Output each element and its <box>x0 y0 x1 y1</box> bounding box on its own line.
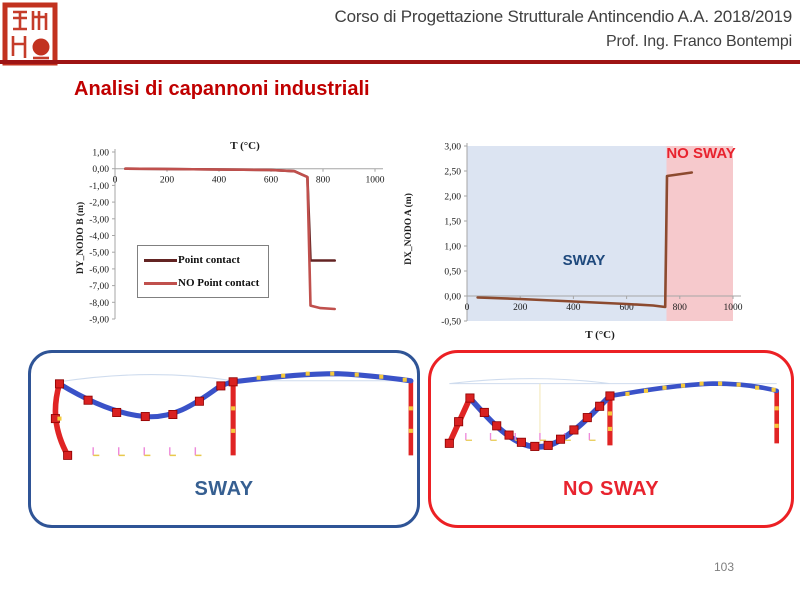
svg-text:400: 400 <box>212 176 227 186</box>
header-rule <box>0 60 800 64</box>
legend-entry-point-contact: Point contact <box>144 254 262 266</box>
chart-dx-nodo-a: 3,00 2,50 2,00 1,50 1,00 0,50 0,00 -0,50 0 200 400… <box>403 136 771 344</box>
legend-entry-no-point-contact: NO Point contact <box>144 277 262 289</box>
svg-text:-6,00: -6,00 <box>89 265 109 275</box>
svg-text:NO SWAY: NO SWAY <box>666 145 735 162</box>
panel-no-sway-label: NO SWAY <box>562 478 660 500</box>
seal-logo <box>2 2 58 66</box>
node-markers <box>50 377 238 460</box>
svg-text:SWAY: SWAY <box>563 252 606 269</box>
no-sway-frame-diagram <box>444 378 780 451</box>
chart-legend: Point contact NO Point contact <box>137 245 269 298</box>
svg-text:T (°C): T (°C) <box>585 329 615 341</box>
svg-text:-9,00: -9,00 <box>89 316 109 326</box>
legend-swatch-point-contact <box>144 258 177 262</box>
panel-no-sway: NO SWAY <box>428 350 794 528</box>
professor-name: Prof. Ing. Franco Bontempi <box>605 32 792 50</box>
svg-text:-5,00: -5,00 <box>89 249 109 259</box>
deformed-beam-right-span <box>607 381 780 399</box>
deformed-beam <box>56 371 414 420</box>
svg-text:1,00: 1,00 <box>444 243 461 253</box>
svg-text:2,00: 2,00 <box>444 193 461 203</box>
chart-dy-nodo-b: 1,00 0,00 -1,00 -2,00 -3,00 -4,00 -5,00 -6,00 -7… <box>75 138 395 338</box>
svg-text:2,50: 2,50 <box>444 168 461 178</box>
svg-text:T (°C): T (°C) <box>230 140 260 152</box>
svg-text:-1,00: -1,00 <box>89 182 109 192</box>
svg-text:-0,50: -0,50 <box>441 318 461 328</box>
svg-text:3,00: 3,00 <box>444 143 461 153</box>
minor-node-markers <box>57 371 413 433</box>
sway-frame-diagram <box>50 371 414 460</box>
svg-text:-8,00: -8,00 <box>89 299 109 309</box>
svg-text:400: 400 <box>566 303 581 313</box>
svg-text:0,50: 0,50 <box>444 268 461 278</box>
svg-text:200: 200 <box>160 176 175 186</box>
node-markers <box>444 391 615 451</box>
slide-title: Analisi di capannoni industriali <box>74 78 370 100</box>
legend-label-no-point-contact: NO Point contact <box>178 277 260 289</box>
svg-text:-7,00: -7,00 <box>89 282 109 292</box>
svg-text:DY_NODO B (m): DY_NODO B (m) <box>75 202 86 274</box>
svg-text:1000: 1000 <box>724 303 743 313</box>
svg-text:-2,00: -2,00 <box>89 199 109 209</box>
course-title: Corso di Progettazione Strutturale Antin… <box>334 7 793 26</box>
svg-text:0,00: 0,00 <box>92 165 109 175</box>
seal-dot <box>32 38 50 56</box>
page-number: 103 <box>713 560 734 574</box>
svg-text:1,50: 1,50 <box>444 218 461 228</box>
svg-text:600: 600 <box>264 176 279 186</box>
legend-label-point-contact: Point contact <box>178 254 241 266</box>
svg-text:0: 0 <box>113 176 118 186</box>
svg-text:1,00: 1,00 <box>92 149 109 159</box>
svg-text:-4,00: -4,00 <box>89 232 109 242</box>
svg-text:1000: 1000 <box>366 176 385 186</box>
svg-text:0: 0 <box>465 303 470 313</box>
svg-text:800: 800 <box>673 303 688 313</box>
svg-text:DX_NODO A (m): DX_NODO A (m) <box>403 193 414 265</box>
minor-node-markers <box>607 381 779 431</box>
support-marks <box>92 447 202 457</box>
panel-sway: SWAY <box>28 350 420 528</box>
chart-dx-nodo-a-plot: 3,00 2,50 2,00 1,50 1,00 0,50 0,00 -0,50 0 200 400… <box>403 143 743 342</box>
svg-text:800: 800 <box>316 176 331 186</box>
svg-text:200: 200 <box>513 303 528 313</box>
svg-text:600: 600 <box>619 303 634 313</box>
panel-sway-label: SWAY <box>194 478 254 500</box>
legend-swatch-no-point-contact <box>144 281 177 285</box>
svg-text:-3,00: -3,00 <box>89 215 109 225</box>
header: Corso di Progettazione Strutturale Antin… <box>335 4 793 54</box>
svg-text:0,00: 0,00 <box>444 293 461 303</box>
chart-dy-nodo-b-plot: 1,00 0,00 -1,00 -2,00 -3,00 -4,00 -5,00 -6,00 -7… <box>75 140 385 326</box>
